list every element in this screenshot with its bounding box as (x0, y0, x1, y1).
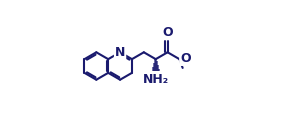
Text: NH₂: NH₂ (143, 73, 169, 86)
Text: O: O (162, 26, 173, 39)
Text: N: N (115, 46, 125, 59)
Text: O: O (180, 52, 191, 65)
